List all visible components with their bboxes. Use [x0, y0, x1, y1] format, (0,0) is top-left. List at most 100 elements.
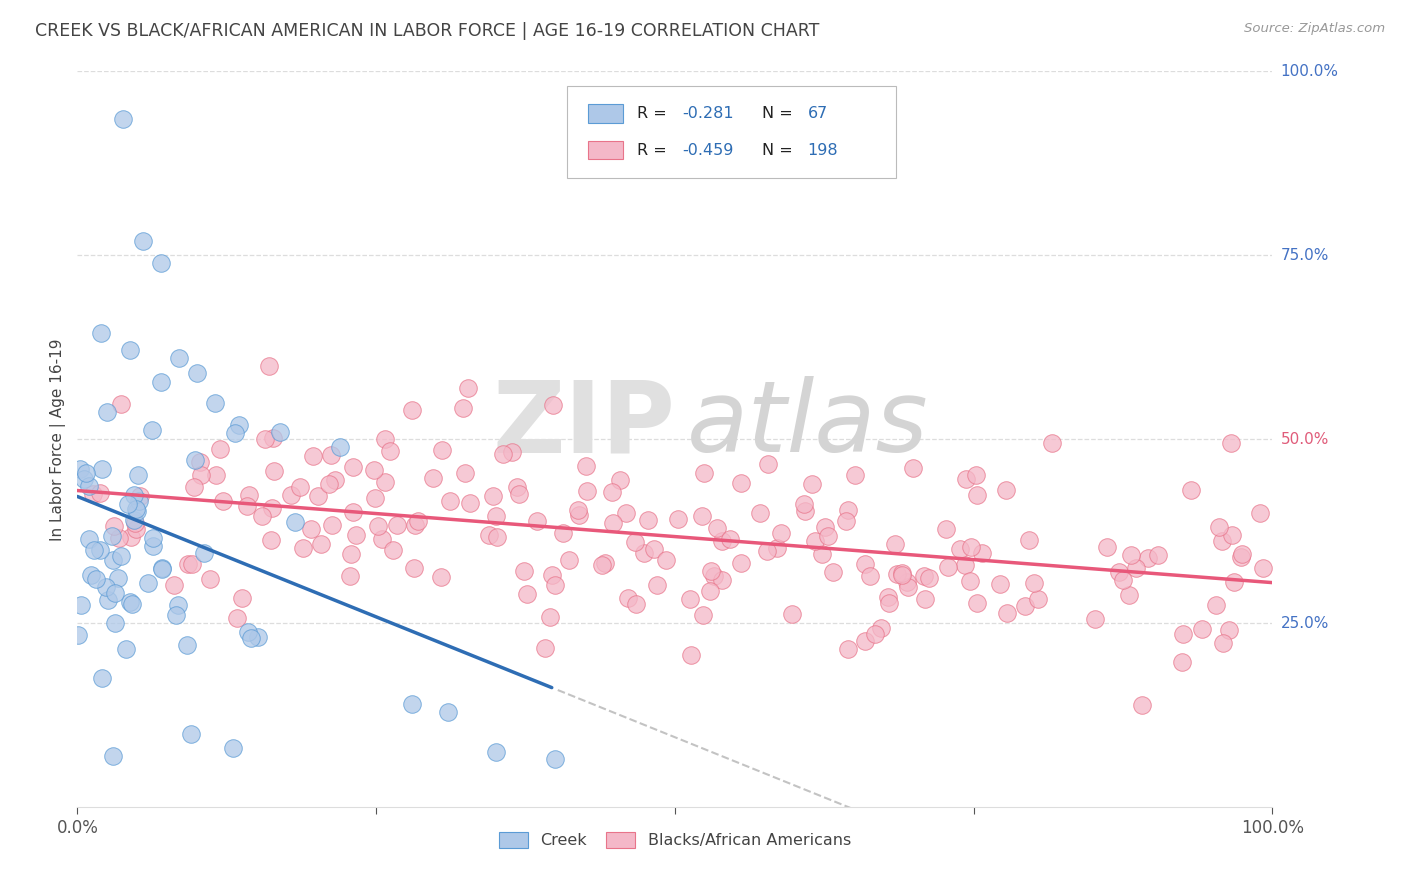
- Point: [616, 591, 638, 605]
- Text: 75.0%: 75.0%: [1281, 248, 1329, 263]
- Point: [1095, 540, 1118, 554]
- Point: [1219, 436, 1241, 450]
- Point: [568, 508, 591, 522]
- Point: [231, 591, 253, 605]
- Point: [699, 584, 721, 599]
- Point: [1118, 588, 1140, 602]
- Point: [259, 359, 281, 373]
- Point: [1212, 636, 1234, 650]
- Point: [364, 491, 387, 506]
- Point: [75, 466, 97, 480]
- Point: [127, 468, 149, 483]
- Point: [637, 513, 659, 527]
- Point: [678, 592, 700, 607]
- Point: [914, 592, 936, 607]
- Point: [693, 466, 716, 480]
- Point: [692, 509, 714, 524]
- Point: [307, 489, 329, 503]
- Point: [458, 496, 481, 510]
- Point: [1191, 622, 1213, 636]
- Point: [260, 500, 283, 515]
- Point: [793, 497, 815, 511]
- Point: [125, 523, 148, 537]
- Point: [901, 461, 924, 475]
- Point: [121, 597, 143, 611]
- Point: [183, 480, 205, 494]
- Point: [1147, 548, 1170, 562]
- Point: [118, 343, 141, 358]
- Point: [83, 543, 105, 558]
- Point: [115, 641, 138, 656]
- Text: 100.0%: 100.0%: [1281, 64, 1339, 78]
- Point: [1108, 565, 1130, 579]
- Text: -0.281: -0.281: [682, 106, 734, 120]
- Point: [602, 516, 624, 530]
- Point: [176, 638, 198, 652]
- Point: [103, 519, 125, 533]
- Point: [918, 571, 941, 585]
- Point: [252, 509, 274, 524]
- Point: [865, 627, 887, 641]
- Point: [77, 478, 100, 492]
- Point: [567, 503, 589, 517]
- Point: [67, 628, 90, 642]
- Point: [593, 556, 616, 570]
- Point: [955, 471, 977, 485]
- Point: [110, 397, 132, 411]
- Point: [995, 606, 1018, 620]
- Point: [1171, 627, 1194, 641]
- Point: [430, 443, 453, 458]
- Text: R =: R =: [637, 106, 672, 120]
- Point: [703, 569, 725, 583]
- Point: [107, 570, 129, 584]
- Point: [718, 532, 741, 546]
- Point: [124, 516, 146, 530]
- Point: [591, 558, 613, 572]
- Point: [575, 459, 598, 474]
- Legend: Creek, Blacks/African Americans: Creek, Blacks/African Americans: [492, 825, 858, 855]
- Point: [165, 607, 187, 622]
- Point: [756, 544, 779, 558]
- Point: [128, 494, 150, 508]
- Point: [859, 569, 882, 583]
- Point: [228, 417, 250, 432]
- Text: 25.0%: 25.0%: [1281, 615, 1329, 631]
- Point: [103, 748, 124, 763]
- Point: [633, 546, 655, 560]
- Point: [1251, 560, 1274, 574]
- Point: [1180, 483, 1202, 497]
- Point: [127, 504, 149, 518]
- Text: N =: N =: [762, 143, 799, 158]
- Text: Source: ZipAtlas.com: Source: ZipAtlas.com: [1244, 22, 1385, 36]
- Point: [1136, 550, 1159, 565]
- Point: [110, 549, 132, 564]
- Point: [884, 537, 907, 551]
- Point: [363, 463, 385, 477]
- Point: [544, 752, 567, 766]
- Point: [150, 375, 173, 389]
- Point: [263, 464, 285, 478]
- Point: [844, 468, 866, 483]
- Point: [804, 534, 827, 549]
- Text: ZIP: ZIP: [492, 376, 675, 473]
- Point: [600, 484, 623, 499]
- Point: [614, 506, 637, 520]
- Point: [484, 745, 508, 759]
- Point: [576, 483, 599, 498]
- Point: [117, 497, 139, 511]
- Point: [1018, 533, 1040, 547]
- Point: [1125, 561, 1147, 575]
- Point: [780, 607, 803, 621]
- Point: [508, 486, 530, 500]
- Point: [142, 531, 165, 545]
- Point: [382, 543, 405, 558]
- Point: [111, 112, 134, 127]
- Point: [710, 534, 733, 549]
- Point: [104, 615, 127, 630]
- Point: [692, 607, 714, 622]
- Point: [180, 726, 202, 740]
- Point: [730, 557, 752, 571]
- Point: [211, 493, 233, 508]
- Point: [794, 504, 817, 518]
- Point: [543, 398, 565, 412]
